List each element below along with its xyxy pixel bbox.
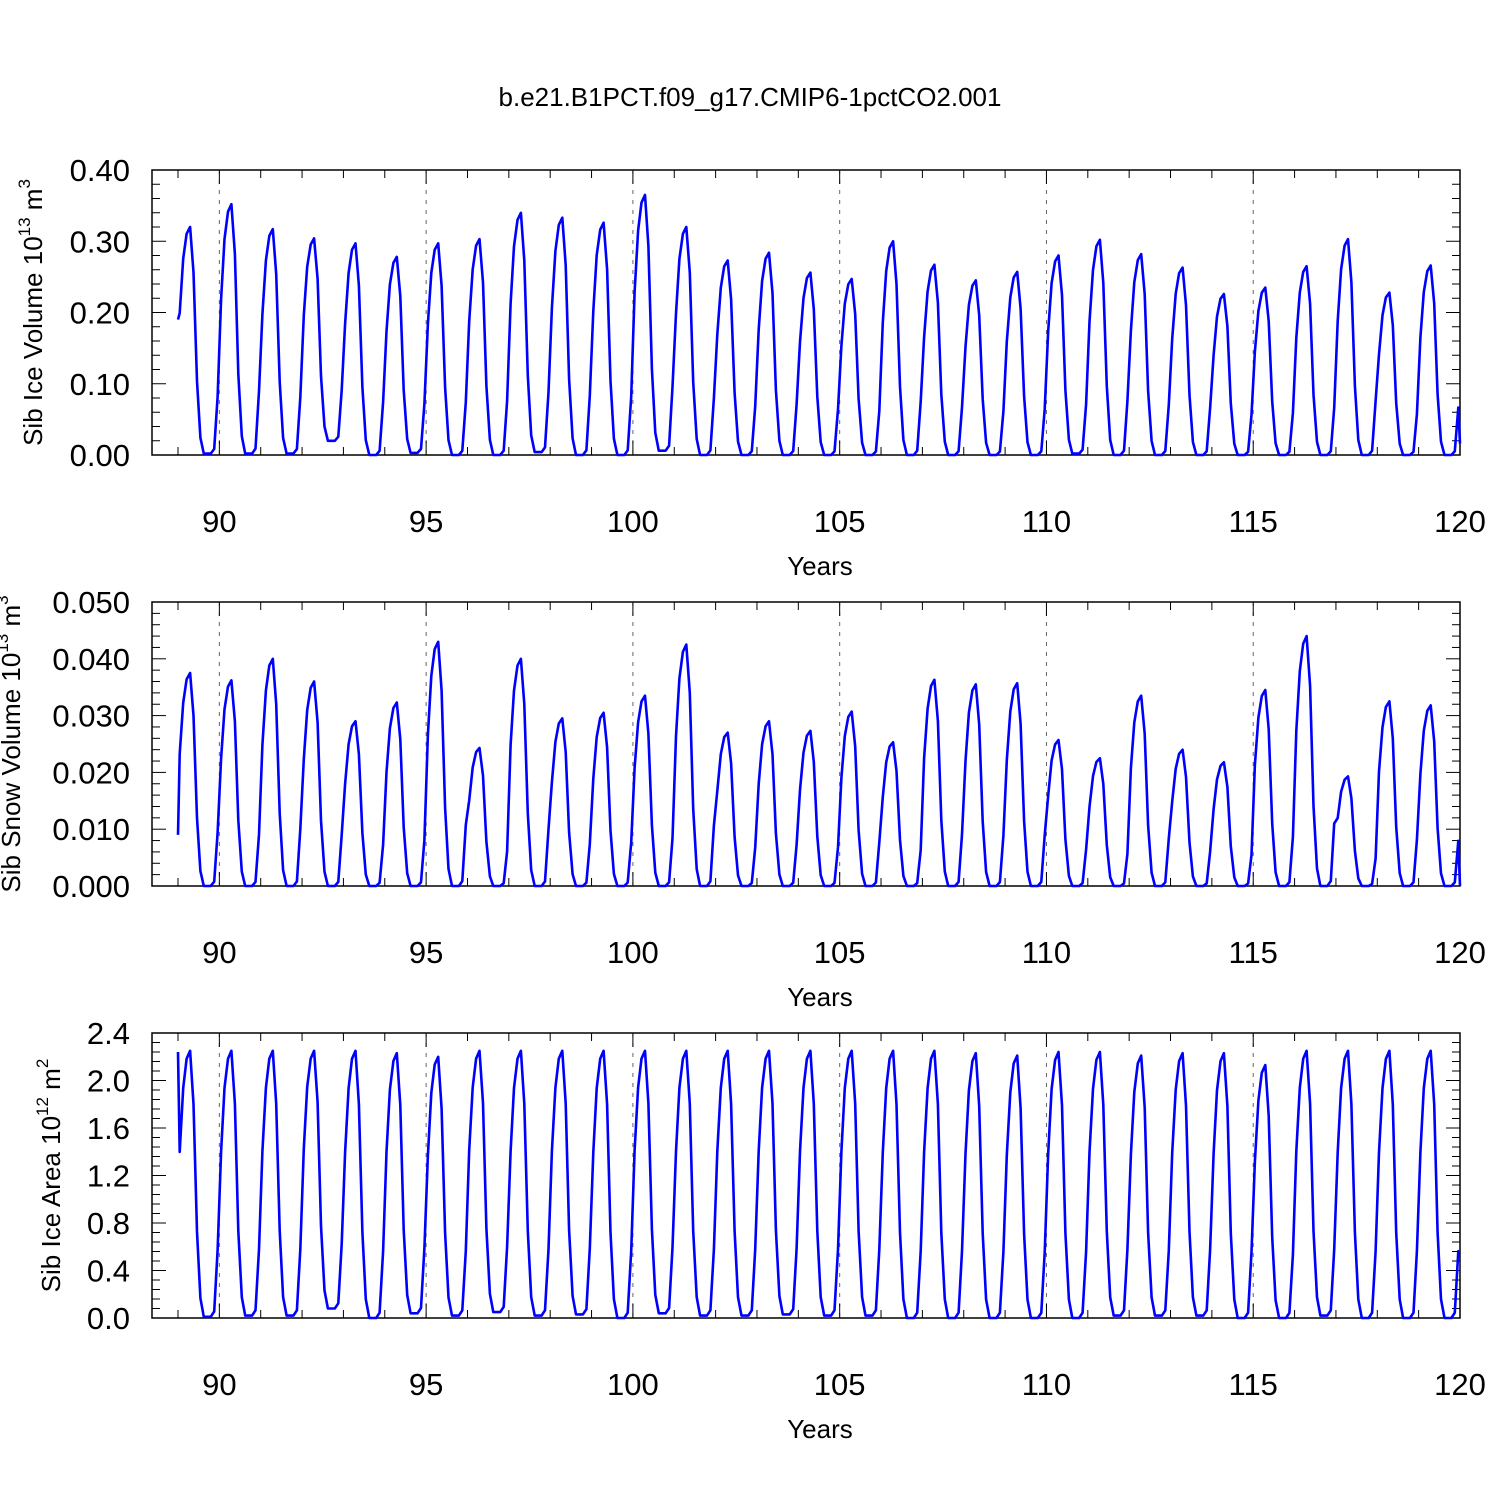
y-axis-title-part: Sib Ice Volume 10 [18, 236, 48, 446]
y-axis-title-superscript: 12 [33, 1097, 52, 1116]
x-tick-label: 90 [202, 1367, 236, 1402]
x-tick-label: 100 [607, 1367, 659, 1402]
x-tick-label: 95 [409, 935, 443, 970]
y-tick-label: 0.20 [70, 296, 130, 331]
x-tick-label: 120 [1434, 504, 1486, 539]
x-tick-label: 105 [814, 935, 866, 970]
y-tick-label: 0.00 [70, 438, 130, 473]
y-axis-title: Sib Ice Area 1012 m2 [33, 1059, 66, 1293]
x-tick-label: 115 [1229, 935, 1278, 970]
x-axis-title: Years [787, 1414, 853, 1444]
y-axis-title-superscript: 13 [15, 217, 34, 236]
panel-3: 90 95 100 105 110 115 120 0.0 0.4 0.8 1.2 1.6 2.0 2.4… [33, 1016, 1486, 1444]
series-line [176, 1049, 1461, 1320]
y-tick-label: 0.4 [87, 1254, 130, 1289]
panel-1: 90 95 100 105 110 115 120 0.00 0.10 0.20 0.30 0.40 Y… [15, 153, 1486, 581]
y-axis-title: Sib Ice Volume 1013 m3 [15, 179, 48, 446]
x-tick-label: 110 [1022, 935, 1071, 970]
x-tick-label: 110 [1022, 1367, 1071, 1402]
y-tick-label: 0.030 [52, 699, 130, 734]
y-axis-title-part: m [36, 1068, 66, 1097]
x-tick-label: 100 [607, 504, 659, 539]
x-tick-label: 110 [1022, 504, 1071, 539]
series-line [176, 634, 1462, 888]
x-tick-label: 90 [202, 504, 236, 539]
x-tick-label: 90 [202, 935, 236, 970]
x-axis-title: Years [787, 982, 853, 1012]
panel-2: 90 95 100 105 110 115 120 0.000 0.010 0.020 0.030 0… [0, 585, 1486, 1012]
y-axis-title-superscript: 3 [15, 179, 34, 188]
y-axis-title-superscript: 2 [33, 1059, 52, 1068]
x-tick-label: 105 [814, 504, 866, 539]
y-axis-title-part: Sib Snow Volume 10 [0, 653, 26, 893]
y-tick-label: 1.2 [87, 1159, 130, 1194]
y-axis-title-part: m [0, 605, 26, 634]
y-tick-label: 1.6 [87, 1111, 130, 1146]
y-axis-title-superscript: 3 [0, 595, 12, 604]
x-tick-label: 120 [1434, 1367, 1486, 1402]
y-tick-label: 2.0 [87, 1064, 130, 1099]
x-tick-label: 95 [409, 1367, 443, 1402]
panels: 90 95 100 105 110 115 120 0.00 0.10 0.20 0.30 0.40 Y… [0, 153, 1486, 1444]
x-tick-label: 95 [409, 504, 443, 539]
x-axis-title: Years [787, 551, 853, 581]
y-tick-label: 0.8 [87, 1206, 130, 1241]
x-tick-label: 105 [814, 1367, 866, 1402]
x-tick-label: 115 [1229, 1367, 1278, 1402]
y-tick-label: 2.4 [87, 1016, 130, 1051]
series-line [176, 193, 1462, 457]
x-tick-label: 100 [607, 935, 659, 970]
y-tick-label: 0.000 [52, 869, 130, 904]
y-tick-label: 0.40 [70, 153, 130, 188]
y-tick-label: 0.020 [52, 755, 130, 790]
y-tick-label: 0.30 [70, 224, 130, 259]
y-axis-title-part: Sib Ice Area 10 [36, 1116, 66, 1292]
y-tick-label: 0.10 [70, 367, 130, 402]
y-tick-label: 0.0 [87, 1301, 130, 1336]
y-tick-label: 0.050 [52, 585, 130, 620]
plot-frame [151, 601, 1461, 887]
y-axis-title-superscript: 13 [0, 634, 12, 653]
y-axis-title-part: m [18, 189, 48, 218]
y-axis-title: Sib Snow Volume 1013 m3 [0, 595, 26, 892]
y-tick-label: 0.040 [52, 642, 130, 677]
x-tick-label: 120 [1434, 935, 1486, 970]
figure-title: b.e21.B1PCT.f09_g17.CMIP6-1pctCO2.001 [499, 82, 1002, 112]
x-tick-label: 115 [1229, 504, 1278, 539]
y-tick-label: 0.010 [52, 812, 130, 847]
